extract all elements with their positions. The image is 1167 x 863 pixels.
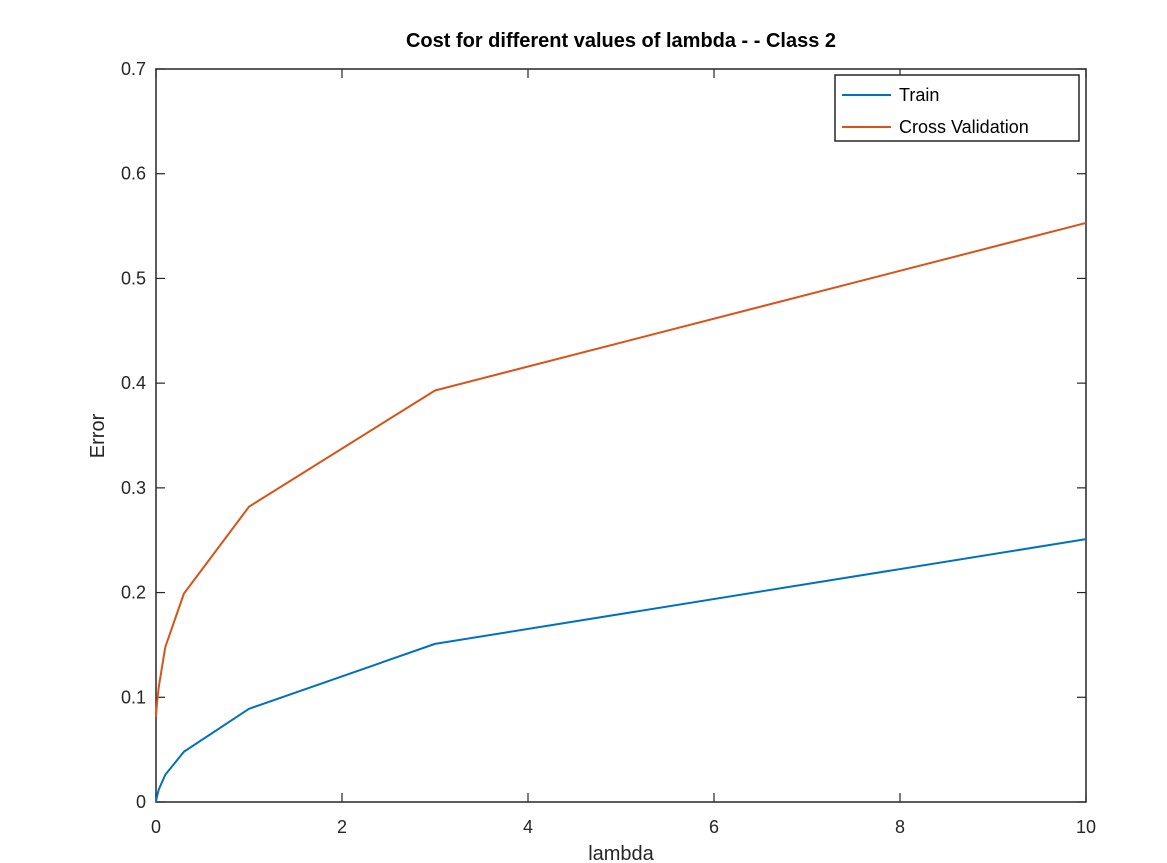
- x-tick-label: 8: [895, 817, 905, 837]
- y-tick-labels: 0 0.1 0.2 0.3 0.4 0.5 0.6 0.7: [121, 59, 146, 812]
- chart-title: Cost for different values of lambda - - …: [406, 30, 836, 52]
- y-tick-label: 0.1: [121, 687, 146, 707]
- legend-label-train: Train: [899, 85, 939, 105]
- x-tick-label: 0: [151, 817, 161, 837]
- cross-validation-line: [155, 221, 1087, 718]
- y-tick-label: 0.6: [121, 164, 146, 184]
- plot-area: [155, 68, 1087, 803]
- x-tick-label: 10: [1076, 817, 1096, 837]
- x-tick-label: 6: [709, 817, 719, 837]
- x-tick-labels: 0 2 4 6 8 10: [151, 817, 1096, 837]
- series-lines: [155, 221, 1087, 803]
- y-tick-label: 0: [136, 792, 146, 812]
- x-axis-label: lambda: [588, 843, 654, 863]
- legend: Train Cross Validation: [834, 74, 1080, 142]
- x-tick-label: 2: [337, 817, 347, 837]
- y-tick-label: 0.3: [121, 478, 146, 498]
- y-tick-label: 0.5: [121, 268, 146, 288]
- plot-frame: [155, 68, 1087, 803]
- y-axis-label: Error: [87, 413, 109, 458]
- axis-ticks: [155, 68, 1087, 803]
- x-tick-label: 4: [523, 817, 533, 837]
- y-tick-label: 0.2: [121, 583, 146, 603]
- y-tick-label: 0.4: [121, 373, 146, 393]
- y-tick-label: 0.7: [121, 59, 146, 79]
- legend-label-cross-validation: Cross Validation: [899, 117, 1029, 137]
- legend-box: [834, 74, 1080, 142]
- train-line: [155, 538, 1087, 803]
